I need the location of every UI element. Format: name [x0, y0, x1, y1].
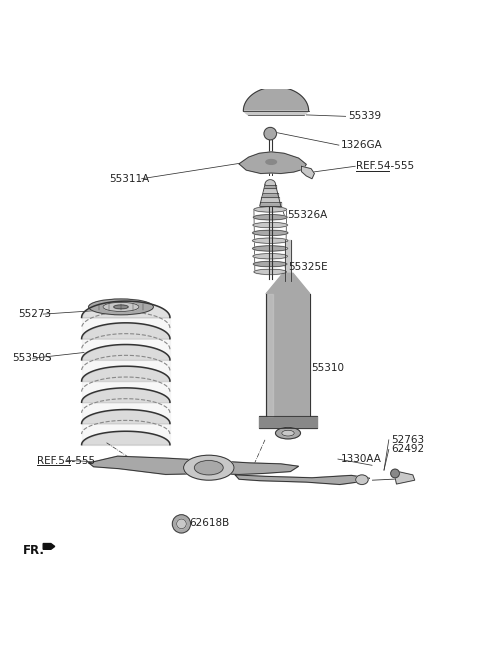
Polygon shape [268, 294, 273, 417]
Polygon shape [243, 111, 309, 115]
Text: 55350S: 55350S [12, 353, 52, 363]
Polygon shape [261, 197, 279, 202]
Text: 62618B: 62618B [190, 518, 230, 528]
Polygon shape [243, 87, 309, 111]
Ellipse shape [254, 207, 287, 212]
Text: 62492: 62492 [392, 444, 425, 455]
Ellipse shape [253, 215, 287, 220]
Ellipse shape [114, 305, 128, 309]
Circle shape [391, 469, 399, 478]
Ellipse shape [252, 246, 288, 251]
Ellipse shape [282, 430, 294, 436]
Circle shape [172, 514, 191, 533]
Text: 55325E: 55325E [288, 262, 328, 272]
Ellipse shape [184, 455, 234, 480]
Text: 52763: 52763 [392, 435, 425, 445]
Polygon shape [89, 456, 299, 474]
Ellipse shape [88, 299, 154, 315]
Ellipse shape [253, 254, 288, 259]
Polygon shape [259, 417, 317, 428]
Ellipse shape [254, 269, 287, 275]
Polygon shape [301, 166, 314, 179]
Ellipse shape [252, 238, 288, 243]
Ellipse shape [103, 302, 139, 311]
Text: REF.54-555: REF.54-555 [37, 455, 96, 466]
Text: 55311A: 55311A [109, 173, 150, 184]
Polygon shape [266, 273, 310, 294]
Circle shape [264, 127, 276, 140]
Text: REF.54-555: REF.54-555 [356, 161, 414, 171]
Ellipse shape [266, 160, 276, 164]
Polygon shape [263, 193, 278, 197]
Ellipse shape [356, 475, 368, 484]
Polygon shape [264, 189, 276, 193]
Polygon shape [394, 470, 415, 484]
Text: 1326GA: 1326GA [341, 140, 383, 150]
Text: 1330AA: 1330AA [341, 454, 382, 464]
Circle shape [177, 519, 186, 529]
Text: 55339: 55339 [348, 111, 381, 122]
Polygon shape [82, 317, 170, 445]
Polygon shape [285, 240, 291, 281]
Ellipse shape [252, 230, 288, 235]
Text: 55326A: 55326A [287, 210, 327, 219]
Polygon shape [260, 202, 281, 206]
Polygon shape [239, 152, 306, 173]
Polygon shape [235, 475, 370, 484]
Text: FR.: FR. [23, 544, 45, 556]
Polygon shape [43, 543, 55, 549]
Polygon shape [265, 180, 276, 185]
Ellipse shape [253, 223, 288, 228]
Text: 55310: 55310 [311, 363, 344, 373]
Polygon shape [265, 185, 276, 189]
Text: 55273: 55273 [18, 309, 51, 319]
Ellipse shape [253, 261, 287, 267]
Ellipse shape [276, 428, 300, 439]
Polygon shape [266, 294, 310, 417]
Ellipse shape [194, 461, 223, 475]
